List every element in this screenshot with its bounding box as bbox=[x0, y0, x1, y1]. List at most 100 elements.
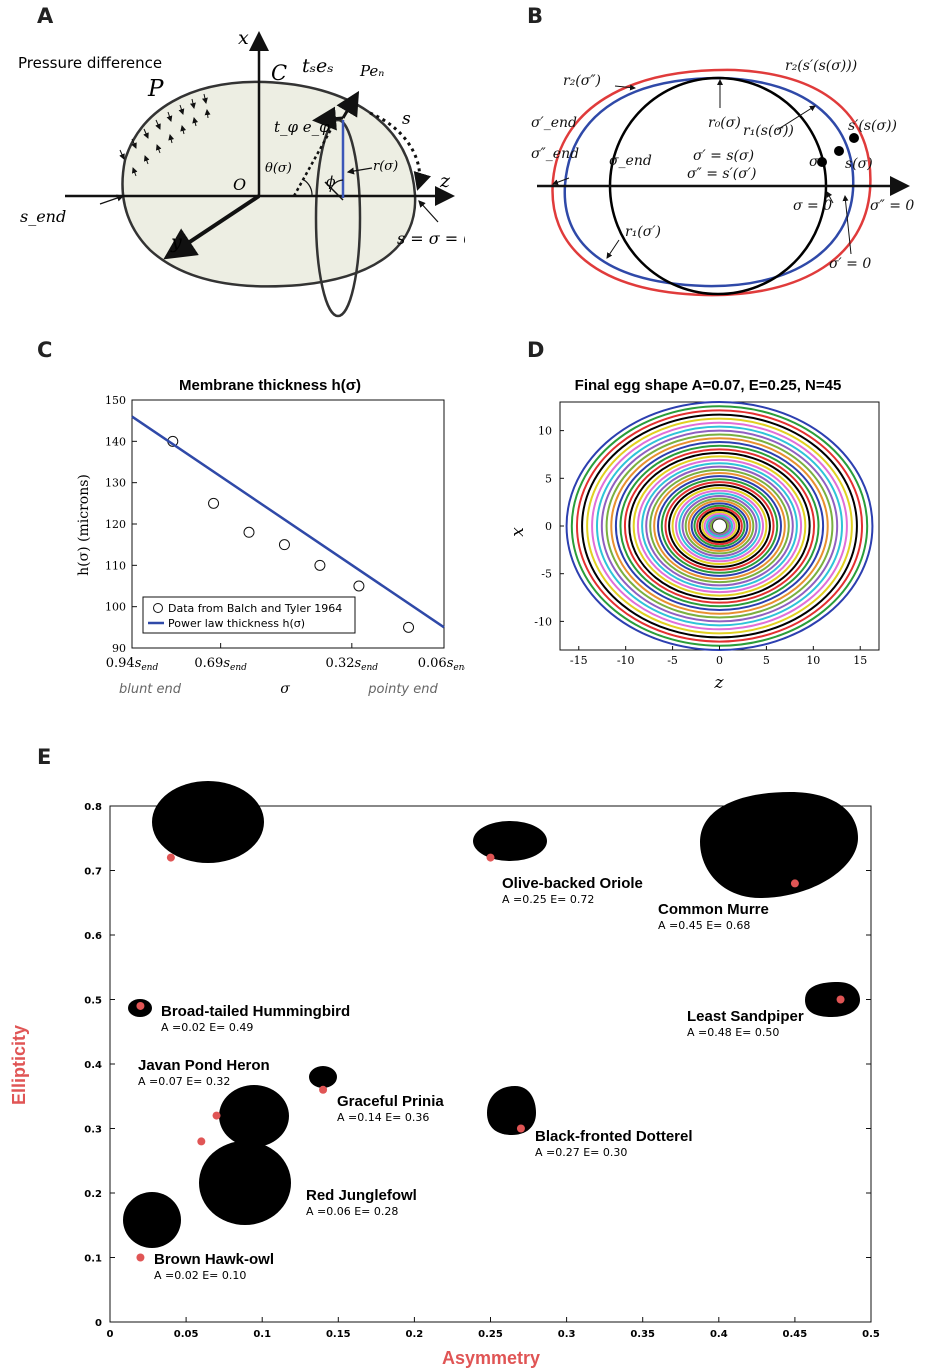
data-point bbox=[836, 995, 845, 1004]
x-tick-label: -15 bbox=[570, 654, 588, 667]
egg-ring bbox=[653, 472, 786, 580]
panel-label-c: C bbox=[37, 338, 53, 362]
egg-javan-pond-heron bbox=[219, 1085, 289, 1147]
theta-dotted-line bbox=[292, 123, 336, 197]
s-end-pointer bbox=[99, 194, 125, 205]
x-tick-label: -10 bbox=[617, 654, 635, 667]
x-tick-label: 0.32send bbox=[326, 656, 379, 673]
point-stats-label: A =0.25 E= 0.72 bbox=[502, 893, 594, 906]
data-point bbox=[353, 580, 365, 592]
egg-ring bbox=[623, 448, 816, 604]
label-sigma-p-zero: σ′ = 0 bbox=[829, 256, 871, 272]
point-name-label: Common Murre bbox=[658, 901, 769, 918]
pointy-end-label: pointy end bbox=[367, 682, 438, 697]
panel-b-diagram: r₂(σ″) r₂(s′(s(σ))) r₀(σ) σ′_end σ″_end … bbox=[531, 58, 914, 297]
egg-least-sandpiper bbox=[805, 982, 860, 1017]
x-tick-label: 15 bbox=[853, 654, 867, 667]
point-name-label: Javan Pond Heron bbox=[138, 1057, 270, 1074]
point-stats-label: A =0.45 E= 0.68 bbox=[658, 919, 750, 932]
legend-data-label: Data from Balch and Tyler 1964 bbox=[168, 602, 342, 615]
y-axis bbox=[163, 194, 261, 260]
egg-ring bbox=[696, 506, 743, 546]
point-s-prime bbox=[849, 133, 859, 143]
x-tick-label: -5 bbox=[667, 654, 678, 667]
egg-ring bbox=[657, 475, 782, 577]
point-stats-label: A =0.02 E= 0.49 bbox=[161, 1021, 253, 1034]
egg-ring bbox=[641, 462, 798, 590]
label-r: r(σ) bbox=[373, 159, 398, 174]
label-s-prime-s: s′(s(σ)) bbox=[848, 118, 897, 134]
egg-ring bbox=[671, 486, 768, 566]
cross-section-ellipse bbox=[314, 118, 362, 318]
egg-graceful-prinia bbox=[309, 1066, 337, 1088]
y-tick-label: 110 bbox=[105, 559, 126, 572]
egg-ring bbox=[664, 481, 775, 571]
label-y: y bbox=[170, 231, 182, 253]
y-tick-label: 0.2 bbox=[84, 1189, 102, 1200]
egg-ring bbox=[586, 417, 853, 635]
s-zero-pointer bbox=[418, 200, 439, 223]
egg-brown-hawk-owl bbox=[123, 1192, 181, 1248]
egg-olive-backed-oriole bbox=[473, 821, 547, 861]
label-z: z bbox=[439, 170, 451, 192]
point-name-label: Brown Hawk-owl bbox=[154, 1251, 274, 1268]
egg-ring bbox=[619, 444, 820, 608]
egg-ring bbox=[703, 512, 736, 540]
label-sigma-pp-zero: σ″ = 0 bbox=[870, 198, 914, 214]
egg-ring bbox=[707, 516, 732, 536]
y-tick-label: 0.7 bbox=[84, 867, 102, 878]
label-O: O bbox=[233, 175, 246, 194]
egg-ring bbox=[628, 451, 811, 601]
label-theta: θ(σ) bbox=[265, 161, 292, 176]
egg-ring bbox=[693, 504, 746, 548]
legend-marker-data bbox=[153, 603, 163, 613]
label-sigma-end: σ_end bbox=[609, 153, 652, 169]
label-pen: Peₙ bbox=[359, 62, 384, 80]
y-tick-label: 0.8 bbox=[84, 802, 102, 813]
label-sigma-eq1: σ′ = s(σ) bbox=[693, 148, 754, 164]
thickness-chart: Membrane thickness h(σ) 90 100 110 120 130 14… bbox=[76, 377, 465, 697]
egg-center bbox=[712, 518, 727, 534]
label-s: s bbox=[402, 109, 411, 129]
y-tick-label: 0.3 bbox=[84, 1125, 102, 1136]
x-tick-label: 0.06send bbox=[418, 656, 465, 673]
x-tick-label: 5 bbox=[763, 654, 770, 667]
point-name-label: Least Sandpiper bbox=[687, 1008, 804, 1025]
point-name-label: Black-fronted Dotterel bbox=[535, 1128, 693, 1145]
label-x: x bbox=[238, 27, 249, 49]
point-s-sigma bbox=[834, 146, 844, 156]
egg-ring bbox=[684, 497, 755, 555]
data-point bbox=[403, 621, 415, 633]
egg-ring bbox=[701, 511, 738, 541]
data-point bbox=[486, 853, 495, 862]
y-tick-label: 90 bbox=[112, 642, 126, 655]
x-tick-label: 0 bbox=[716, 654, 723, 667]
point-stats-label: A =0.02 E= 0.10 bbox=[154, 1269, 246, 1282]
panel-label-e: E bbox=[37, 745, 52, 769]
label-s-sigma-zero: s = σ = 0 bbox=[397, 229, 465, 248]
egg-ring bbox=[575, 409, 864, 643]
egg-ring bbox=[678, 492, 761, 560]
label-P: P bbox=[147, 76, 164, 102]
egg-ring bbox=[645, 465, 794, 587]
chart-c-ylabel: h(σ) (microns) bbox=[76, 474, 92, 576]
egg-ring bbox=[668, 484, 771, 568]
chart-c-xlabel: σ bbox=[280, 681, 290, 697]
chart-e-ylabel: Ellipticity bbox=[9, 1025, 29, 1105]
egg-ring bbox=[690, 502, 749, 550]
egg-ring bbox=[595, 425, 844, 627]
label-tphi-ephi: t_φ e_φ bbox=[274, 118, 330, 136]
point-stats-label: A =0.48 E= 0.50 bbox=[687, 1026, 779, 1039]
chart-d-title: Final egg shape A=0.07, E=0.25, N=45 bbox=[575, 377, 842, 394]
chart-c-legend: Data from Balch and Tyler 1964 Power law… bbox=[142, 596, 356, 634]
data-point bbox=[136, 1001, 145, 1010]
data-point bbox=[136, 1253, 145, 1262]
x-tick-label: 0.35 bbox=[630, 1329, 655, 1340]
y-tick-label: 0 bbox=[95, 1318, 102, 1329]
data-point bbox=[197, 1137, 206, 1146]
egg-maleo bbox=[152, 781, 264, 863]
egg-ring bbox=[705, 514, 734, 538]
egg-ring bbox=[570, 405, 869, 647]
y-tick-label: 140 bbox=[105, 435, 126, 448]
y-tick-label: 0.4 bbox=[84, 1060, 102, 1071]
